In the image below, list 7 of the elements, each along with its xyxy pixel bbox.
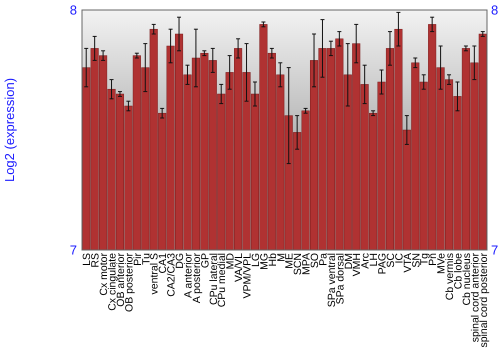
y-axis-title: Log2 (expression) bbox=[2, 78, 17, 182]
y2-tick-label: 8 bbox=[491, 2, 498, 18]
x-tick-label: OB posterior bbox=[123, 252, 136, 312]
x-tick-label: Tg bbox=[418, 252, 431, 266]
x-tick-label: A posterior bbox=[190, 252, 203, 304]
x-tick-label: spinal cord posterior bbox=[478, 252, 490, 348]
y2-tick-label: 7 bbox=[491, 242, 498, 258]
